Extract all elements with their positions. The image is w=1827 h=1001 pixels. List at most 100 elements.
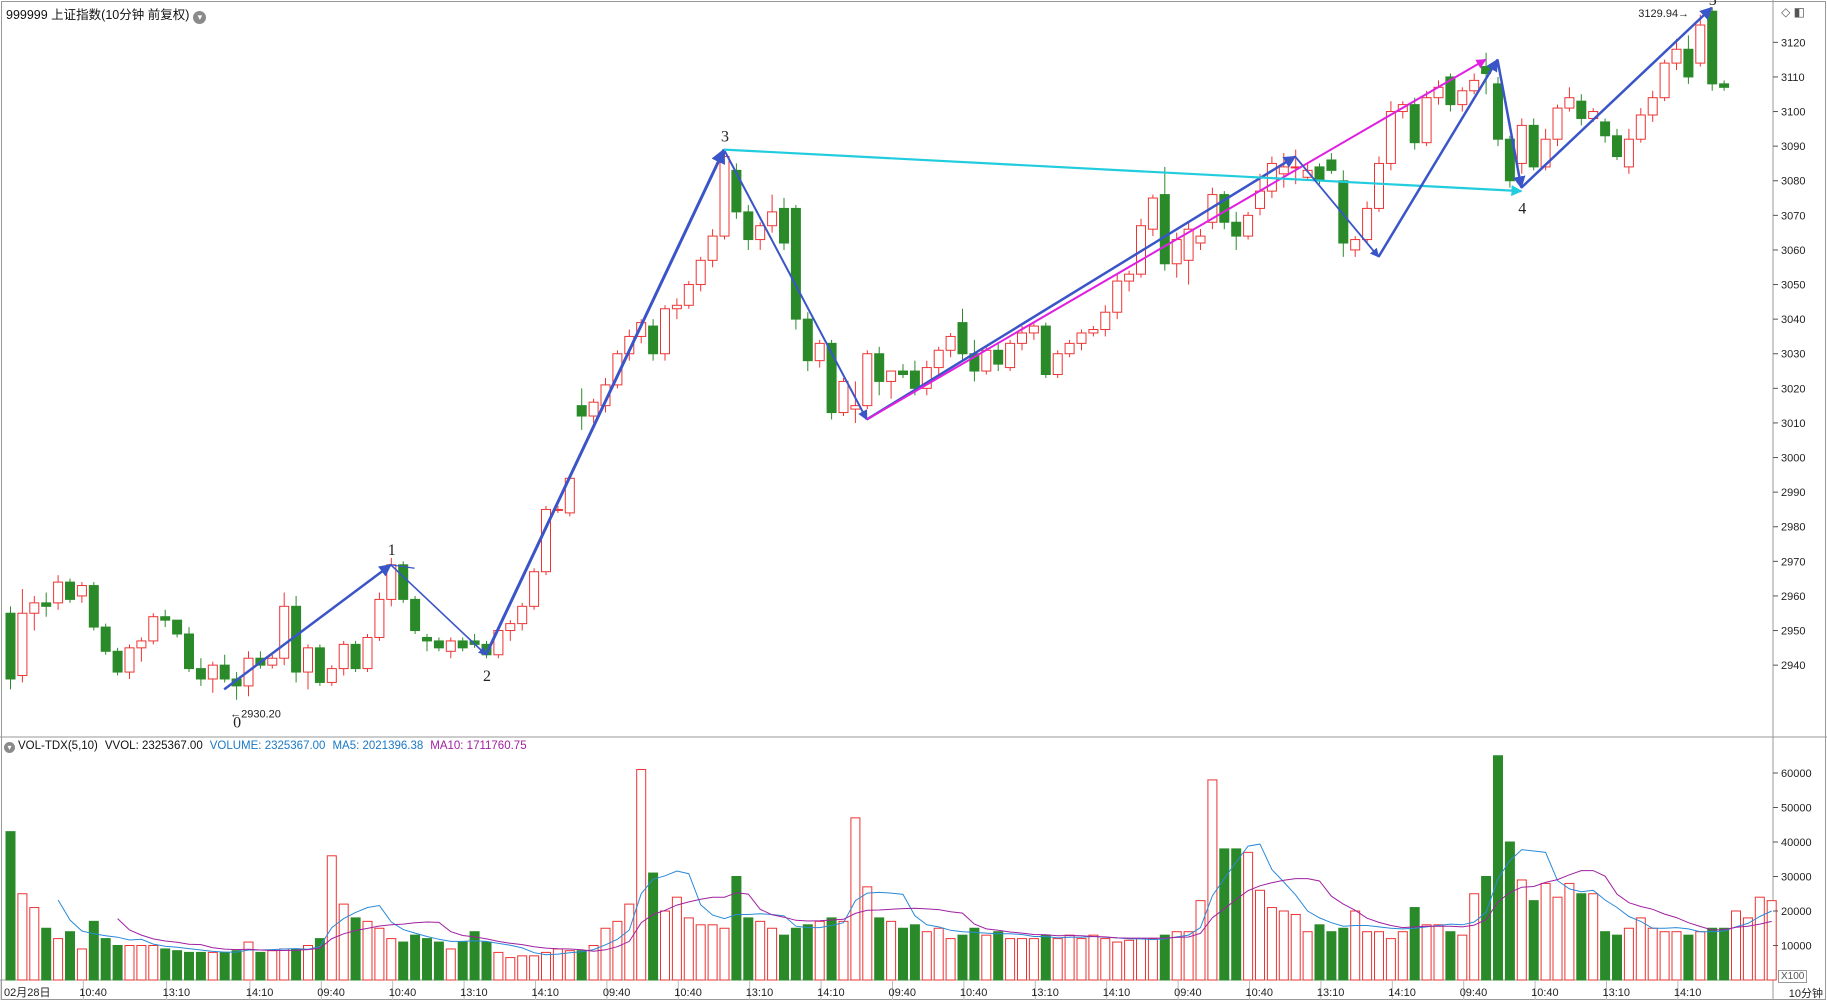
- volume-bar: [53, 938, 64, 981]
- diamond-icon[interactable]: ◇: [1781, 5, 1791, 19]
- volume-bar: [160, 948, 171, 981]
- volume-bar: [660, 910, 670, 981]
- candle-body: [850, 405, 861, 410]
- candle-body: [1528, 124, 1539, 168]
- x-tick-label: 13:10: [460, 987, 488, 999]
- candle-body: [1612, 135, 1622, 158]
- candle-body: [1064, 342, 1075, 355]
- price-tick-label: 3050: [1781, 280, 1805, 292]
- x-tick-label: 02月28日: [4, 987, 50, 999]
- candle-body: [88, 585, 99, 628]
- candle-body: [112, 650, 123, 673]
- volume-bar: [374, 927, 385, 981]
- candle-body: [219, 664, 230, 680]
- candle-body: [29, 602, 40, 614]
- candle-body: [695, 259, 706, 286]
- volume-bar: [1374, 931, 1384, 981]
- candle-body: [767, 211, 778, 227]
- volume-tick-label: 40000: [1781, 837, 1812, 849]
- volume-bar: [172, 950, 183, 981]
- candle-body: [588, 401, 599, 417]
- volume-bar: [1005, 938, 1016, 981]
- volume-bar: [1754, 896, 1765, 981]
- period-label[interactable]: 10分钟: [1788, 988, 1823, 1000]
- candle-body: [398, 564, 409, 600]
- volume-bar: [636, 769, 647, 981]
- wave-line: [390, 564, 487, 656]
- candle-body: [838, 380, 849, 414]
- volume-bar: [648, 872, 659, 981]
- candle-body: [600, 384, 611, 407]
- volume-bar: [1243, 851, 1254, 981]
- volume-bar: [5, 831, 16, 981]
- candle-body: [1326, 159, 1337, 171]
- volume-bar: [433, 941, 444, 981]
- candle-body: [1540, 138, 1551, 168]
- candle-body: [1635, 114, 1646, 140]
- price-tick-label: 3030: [1781, 349, 1805, 361]
- wave-line: [390, 564, 415, 569]
- candle-body: [648, 325, 659, 355]
- volume-bar: [1623, 927, 1634, 981]
- candle-body: [1707, 10, 1718, 85]
- volume-bar: [1683, 934, 1694, 981]
- volume-bar: [1338, 927, 1349, 981]
- wave-line: [1294, 155, 1380, 258]
- volume-bar: [124, 945, 135, 981]
- candle-body: [445, 640, 456, 652]
- volume-bar: [1088, 934, 1099, 981]
- candle-body: [802, 318, 813, 362]
- volume-bar: [529, 955, 540, 981]
- volume-bar: [1731, 910, 1741, 981]
- x-tick-label: 09:40: [1174, 987, 1202, 999]
- volume-bar: [743, 917, 754, 981]
- volume-bar: [802, 924, 813, 981]
- volume-bar: [267, 950, 278, 981]
- volume-legend: ▾ VOL-TDX(5,10) VVOL: 2325367.00 VOLUME: 23…: [4, 740, 534, 753]
- candle-body: [386, 564, 397, 600]
- wave-label: 4: [1518, 201, 1526, 218]
- candle-body: [362, 636, 373, 670]
- candle-body: [267, 657, 278, 666]
- volume-bar: [1314, 924, 1325, 981]
- volume-bar: [1255, 889, 1265, 981]
- volume-tick-label: 20000: [1781, 906, 1812, 918]
- volume-menu-icon[interactable]: ▾: [4, 742, 15, 753]
- volume-bar: [624, 903, 635, 981]
- volume-bar: [219, 951, 230, 981]
- volume-bar: [422, 938, 432, 981]
- volume-bar: [1552, 896, 1563, 981]
- candle-body: [1147, 197, 1158, 230]
- volume-bar: [517, 955, 528, 981]
- candle-body: [1183, 228, 1194, 261]
- volume-value: VOLUME: 2325367.00: [209, 740, 326, 752]
- volume-bar: [1445, 931, 1456, 981]
- volume-bar: [314, 938, 325, 981]
- panel-toggle-icon[interactable]: ◧: [1793, 5, 1805, 19]
- low-price-label: ←2930.20: [230, 709, 281, 721]
- title-dropdown-icon[interactable]: ▾: [193, 11, 207, 24]
- volume-bar: [671, 896, 682, 981]
- volume-bar: [1219, 848, 1230, 981]
- candle-body: [1493, 83, 1503, 140]
- candle-body: [1005, 342, 1016, 369]
- volume-bar: [1421, 924, 1432, 981]
- x-tick-label: 10:40: [674, 987, 702, 999]
- volume-bar: [945, 938, 956, 981]
- price-tick-label: 3100: [1781, 107, 1805, 119]
- wave-label: 5: [1709, 0, 1717, 9]
- candle-body: [981, 349, 992, 372]
- volume-bar: [112, 945, 123, 981]
- candle-body: [862, 353, 873, 407]
- volume-bar: [386, 938, 397, 981]
- x-tick-label: 13:10: [1603, 987, 1631, 999]
- candle-body: [993, 349, 1004, 365]
- volume-bar: [1362, 931, 1373, 981]
- volume-bar: [1588, 893, 1599, 981]
- volume-bar: [1540, 882, 1551, 981]
- high-price-label: 3129.94→: [1638, 8, 1689, 20]
- volume-bar: [1493, 755, 1503, 981]
- volume-bar: [719, 927, 730, 981]
